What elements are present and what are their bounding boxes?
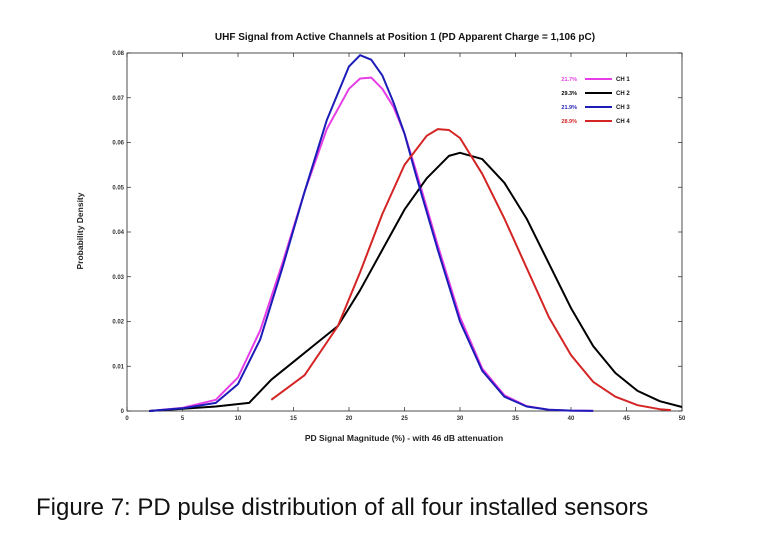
x-tick-label: 20 <box>346 416 353 422</box>
series-lines <box>149 54 683 412</box>
series-line-ch2 <box>149 151 683 412</box>
y-tick-label: 0.03 <box>112 275 124 281</box>
y-tick-label: 0.07 <box>112 96 124 102</box>
legend-percent: 29.3% <box>561 91 577 97</box>
y-tick-label: 0 <box>121 409 125 415</box>
figure-caption: Figure 7: PD pulse distribution of all f… <box>36 494 649 521</box>
legend-box <box>582 71 678 129</box>
y-tick-label: 0.02 <box>112 320 124 326</box>
legend-entry: CH 2 <box>616 91 630 97</box>
y-tick-label: 0.05 <box>112 185 124 191</box>
x-tick-label: 15 <box>290 416 297 422</box>
x-tick-label: 10 <box>235 416 242 422</box>
x-tick-label: 45 <box>623 416 630 422</box>
legend-percent: 28.9% <box>561 119 577 125</box>
series-line-ch4 <box>270 128 671 412</box>
axis-ticks: 0 5 10 15 20 25 30 35 40 45 50 0 0.01 0.02 0.03 0.04 0.0… <box>112 51 686 422</box>
chart: UHF Signal from Active Channels at Posit… <box>75 32 686 443</box>
x-tick-label: 50 <box>679 416 686 422</box>
x-tick-label: 5 <box>181 416 185 422</box>
legend-percent: 21.9% <box>561 105 577 111</box>
x-tick-label: 35 <box>512 416 519 422</box>
x-axis-label: PD Signal Magnitude (%) - with 46 dB att… <box>305 433 503 443</box>
x-tick-label: 40 <box>568 416 575 422</box>
x-tick-label: 30 <box>457 416 464 422</box>
y-axis-label: Probability Density <box>75 192 85 269</box>
legend-entry: CH 1 <box>616 77 630 83</box>
legend-entry: CH 3 <box>616 105 630 111</box>
legend: 21.7% CH 1 29.3% CH 2 21.9% CH 3 28.9% CH 4 <box>561 71 678 129</box>
y-tick-label: 0.01 <box>112 364 124 370</box>
chart-title: UHF Signal from Active Channels at Posit… <box>215 32 595 43</box>
series-line-ch3 <box>149 54 594 412</box>
y-tick-label: 0.08 <box>112 51 124 57</box>
legend-entry: CH 4 <box>616 119 630 125</box>
x-tick-label: 0 <box>125 416 129 422</box>
legend-percent: 21.7% <box>561 77 577 83</box>
y-tick-label: 0.06 <box>112 141 124 147</box>
x-tick-label: 25 <box>401 416 408 422</box>
y-tick-label: 0.04 <box>112 230 124 236</box>
